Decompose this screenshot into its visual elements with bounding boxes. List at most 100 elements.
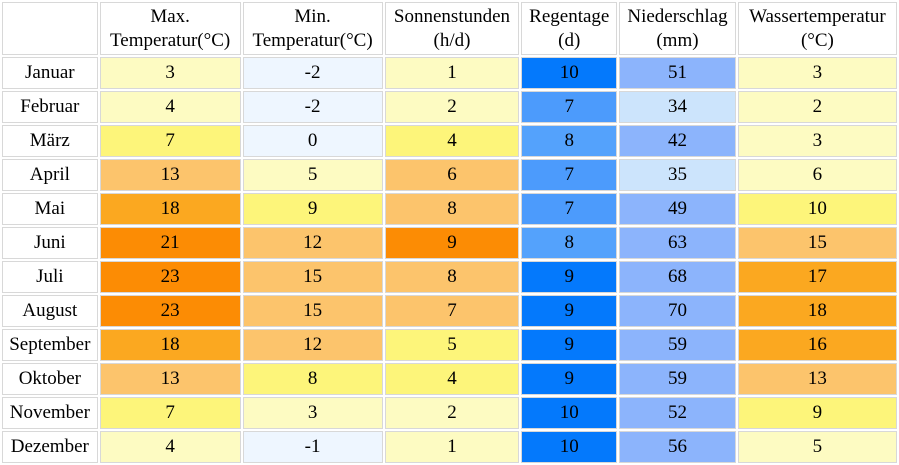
min-temp-cell: 8 xyxy=(242,363,383,395)
month-cell: Dezember xyxy=(2,431,98,463)
month-cell: August xyxy=(2,295,98,327)
precipitation-cell: 42 xyxy=(619,125,736,157)
header-month xyxy=(2,2,98,55)
min-temp-cell: 3 xyxy=(242,397,383,429)
water-temp-cell: 5 xyxy=(737,431,897,463)
month-cell: November xyxy=(2,397,98,429)
min-temp-cell: -2 xyxy=(242,57,383,89)
min-temp-cell: 12 xyxy=(242,227,383,259)
water-temp-cell: 15 xyxy=(737,227,897,259)
header-max-temp: Max. Temperatur(°C) xyxy=(99,2,241,55)
min-temp-cell: -2 xyxy=(242,91,383,123)
header-row: Max. Temperatur(°C) Min. Temperatur(°C) So… xyxy=(2,2,897,55)
water-temp-cell: 16 xyxy=(737,329,897,361)
min-temp-cell: 15 xyxy=(242,295,383,327)
header-precipitation: Niederschlag (mm) xyxy=(619,2,736,55)
rain-days-cell: 10 xyxy=(521,57,618,89)
month-cell: Juli xyxy=(2,261,98,293)
precipitation-cell: 68 xyxy=(619,261,736,293)
sun-hours-cell: 6 xyxy=(384,159,520,191)
min-temp-cell: -1 xyxy=(242,431,383,463)
min-temp-cell: 9 xyxy=(242,193,383,225)
max-temp-cell: 4 xyxy=(99,91,241,123)
sun-hours-cell: 2 xyxy=(384,91,520,123)
table-row: November 7 3 2 10 52 9 xyxy=(2,397,897,429)
water-temp-cell: 6 xyxy=(737,159,897,191)
month-cell: September xyxy=(2,329,98,361)
table-row: Mai 18 9 8 7 49 10 xyxy=(2,193,897,225)
max-temp-cell: 23 xyxy=(99,295,241,327)
rain-days-cell: 7 xyxy=(521,91,618,123)
table-row: August 23 15 7 9 70 18 xyxy=(2,295,897,327)
precipitation-cell: 56 xyxy=(619,431,736,463)
water-temp-cell: 3 xyxy=(737,125,897,157)
header-water-temp: Wassertemperatur (°C) xyxy=(737,2,897,55)
min-temp-cell: 12 xyxy=(242,329,383,361)
table-row: Juni 21 12 9 8 63 15 xyxy=(2,227,897,259)
sun-hours-cell: 1 xyxy=(384,431,520,463)
sun-hours-cell: 8 xyxy=(384,261,520,293)
table-row: April 13 5 6 7 35 6 xyxy=(2,159,897,191)
rain-days-cell: 10 xyxy=(521,431,618,463)
max-temp-cell: 4 xyxy=(99,431,241,463)
table-row: Februar 4 -2 2 7 34 2 xyxy=(2,91,897,123)
water-temp-cell: 3 xyxy=(737,57,897,89)
rain-days-cell: 7 xyxy=(521,193,618,225)
month-cell: Mai xyxy=(2,193,98,225)
max-temp-cell: 7 xyxy=(99,397,241,429)
month-cell: Januar xyxy=(2,57,98,89)
max-temp-cell: 23 xyxy=(99,261,241,293)
water-temp-cell: 13 xyxy=(737,363,897,395)
climate-table-body: Januar 3 -2 1 10 51 3 Februar 4 -2 2 7 34 2 März 7 0 4 8 42… xyxy=(2,57,897,463)
month-cell: Februar xyxy=(2,91,98,123)
rain-days-cell: 9 xyxy=(521,363,618,395)
table-row: Oktober 13 8 4 9 59 13 xyxy=(2,363,897,395)
sun-hours-cell: 4 xyxy=(384,125,520,157)
max-temp-cell: 13 xyxy=(99,363,241,395)
sun-hours-cell: 5 xyxy=(384,329,520,361)
max-temp-cell: 18 xyxy=(99,329,241,361)
table-row: Dezember 4 -1 1 10 56 5 xyxy=(2,431,897,463)
month-cell: Oktober xyxy=(2,363,98,395)
precipitation-cell: 59 xyxy=(619,329,736,361)
precipitation-cell: 51 xyxy=(619,57,736,89)
max-temp-cell: 3 xyxy=(99,57,241,89)
precipitation-cell: 63 xyxy=(619,227,736,259)
precipitation-cell: 70 xyxy=(619,295,736,327)
max-temp-cell: 18 xyxy=(99,193,241,225)
water-temp-cell: 2 xyxy=(737,91,897,123)
water-temp-cell: 9 xyxy=(737,397,897,429)
min-temp-cell: 15 xyxy=(242,261,383,293)
water-temp-cell: 10 xyxy=(737,193,897,225)
table-row: Juli 23 15 8 9 68 17 xyxy=(2,261,897,293)
sun-hours-cell: 2 xyxy=(384,397,520,429)
sun-hours-cell: 9 xyxy=(384,227,520,259)
sun-hours-cell: 4 xyxy=(384,363,520,395)
precipitation-cell: 35 xyxy=(619,159,736,191)
precipitation-cell: 49 xyxy=(619,193,736,225)
max-temp-cell: 13 xyxy=(99,159,241,191)
rain-days-cell: 9 xyxy=(521,295,618,327)
sun-hours-cell: 1 xyxy=(384,57,520,89)
table-row: September 18 12 5 9 59 16 xyxy=(2,329,897,361)
max-temp-cell: 7 xyxy=(99,125,241,157)
header-sun-hours: Sonnenstunden (h/d) xyxy=(384,2,520,55)
rain-days-cell: 8 xyxy=(521,227,618,259)
rain-days-cell: 8 xyxy=(521,125,618,157)
rain-days-cell: 9 xyxy=(521,261,618,293)
min-temp-cell: 5 xyxy=(242,159,383,191)
min-temp-cell: 0 xyxy=(242,125,383,157)
rain-days-cell: 10 xyxy=(521,397,618,429)
sun-hours-cell: 7 xyxy=(384,295,520,327)
sun-hours-cell: 8 xyxy=(384,193,520,225)
header-rain-days: Regentage (d) xyxy=(521,2,618,55)
rain-days-cell: 7 xyxy=(521,159,618,191)
header-min-temp: Min. Temperatur(°C) xyxy=(242,2,383,55)
month-cell: Juni xyxy=(2,227,98,259)
precipitation-cell: 59 xyxy=(619,363,736,395)
water-temp-cell: 17 xyxy=(737,261,897,293)
max-temp-cell: 21 xyxy=(99,227,241,259)
table-row: Januar 3 -2 1 10 51 3 xyxy=(2,57,897,89)
rain-days-cell: 9 xyxy=(521,329,618,361)
